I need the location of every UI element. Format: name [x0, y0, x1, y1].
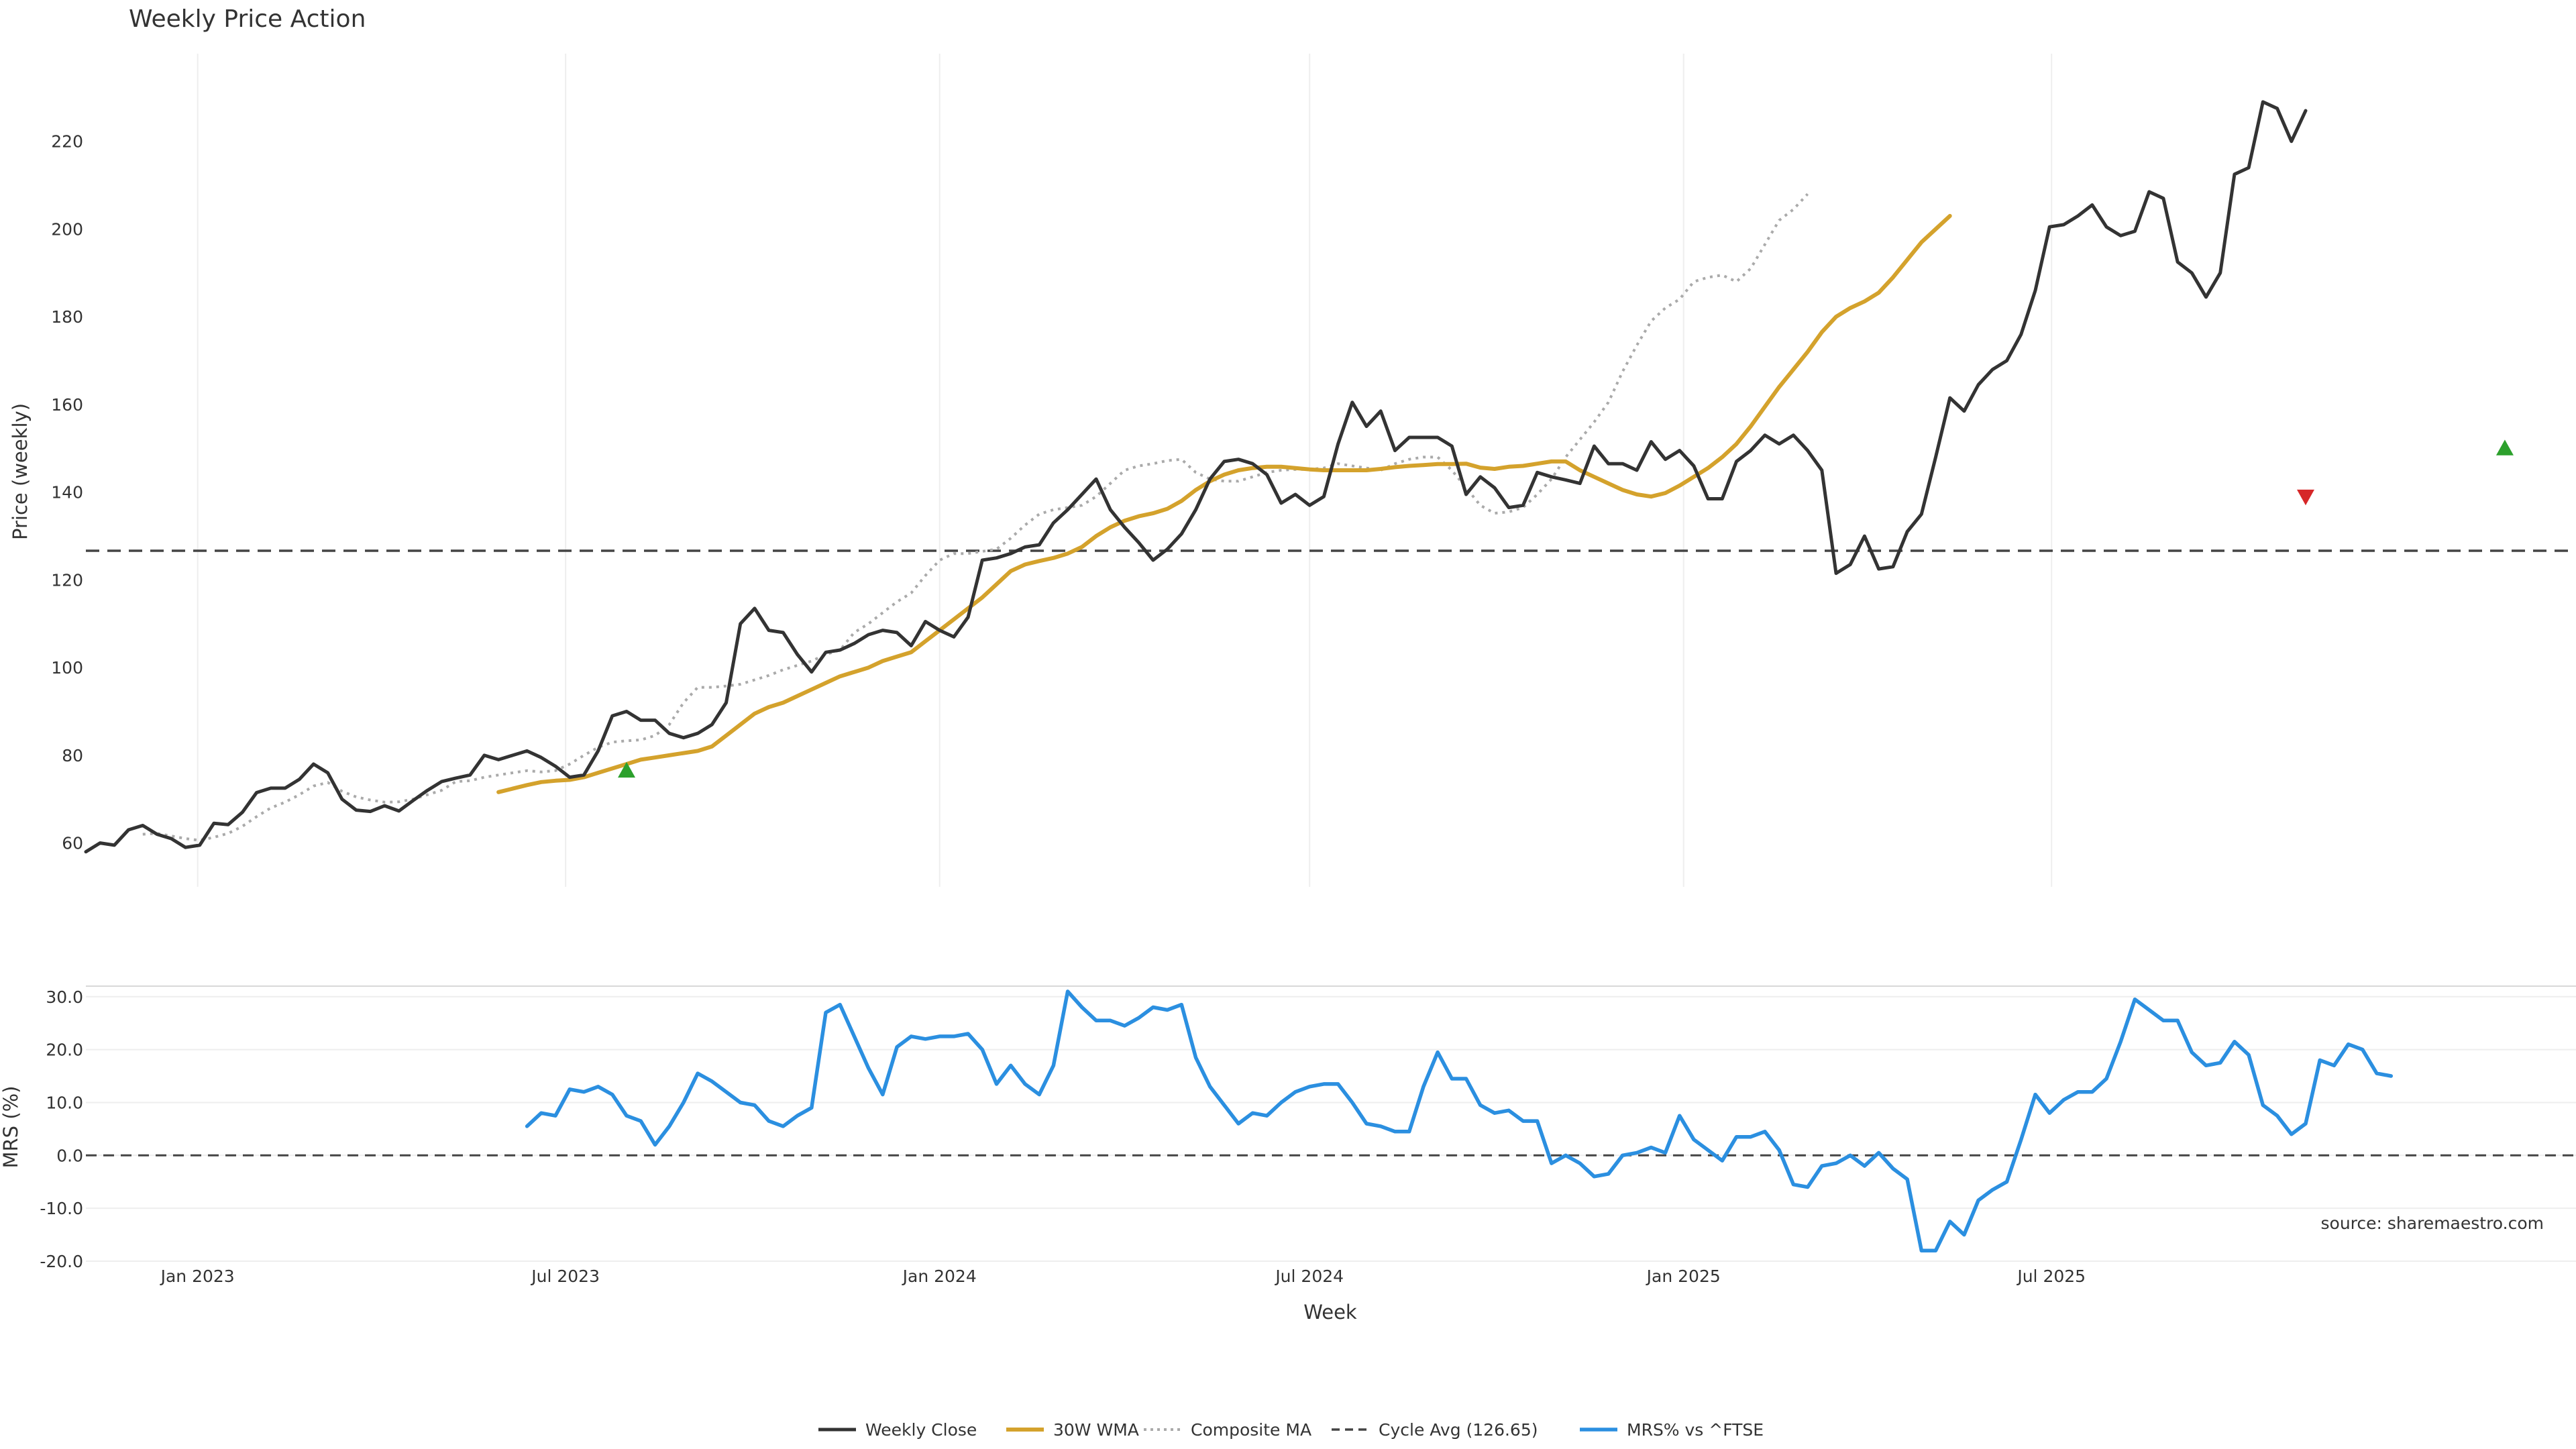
mrs-axis-label: MRS (%)	[0, 1086, 22, 1169]
price-y-tick-label: 180	[51, 307, 83, 327]
x-tick-label: Jan 2023	[160, 1267, 235, 1286]
x-tick-label: Jul 2025	[2016, 1267, 2086, 1286]
price-y-tick-label: 160	[51, 395, 83, 415]
price-y-tick-label: 60	[62, 834, 83, 853]
price-y-tick-label: 220	[51, 132, 83, 152]
legend-label: Composite MA	[1191, 1420, 1311, 1440]
mrs-y-tick-label: 10.0	[46, 1093, 83, 1112]
legend-label: MRS% vs ^FTSE	[1627, 1420, 1764, 1440]
buy-signal-marker	[2496, 439, 2514, 455]
series-weekly-close	[84, 100, 2308, 854]
mrs-y-tick-label: 20.0	[46, 1040, 83, 1060]
mrs-y-tick-label: 30.0	[46, 987, 83, 1007]
x-ticks: Jan 2023 Jul 2023 Jan 2024 Jul 2024 Jan 2025…	[160, 1267, 2086, 1286]
source-note: source: sharemaestro.com	[2321, 1214, 2544, 1233]
legend-label: 30W WMA	[1053, 1420, 1139, 1440]
mrs-grid	[86, 996, 2576, 1262]
legend-label: Cycle Avg (126.65)	[1379, 1420, 1538, 1440]
legend-label: Weekly Close	[865, 1420, 977, 1440]
mrs-y-tick-label: -10.0	[40, 1199, 83, 1218]
price-series	[84, 100, 2576, 854]
mrs-y-tick-label: -20.0	[40, 1252, 83, 1271]
buy-signal-marker	[618, 761, 636, 778]
price-y-ticks: 60 80 100 120 140 160 180 200 220	[51, 132, 83, 853]
sell-signal-marker	[2296, 489, 2314, 506]
price-y-tick-label: 200	[51, 219, 83, 239]
chart-title: Weekly Price Action	[129, 5, 366, 33]
signal-markers	[618, 439, 2514, 778]
x-axis-label: Week	[1303, 1301, 1357, 1324]
x-tick-label: Jan 2025	[1646, 1267, 1721, 1286]
x-tick-label: Jan 2024	[902, 1267, 977, 1286]
x-tick-label: Jul 2024	[1274, 1267, 1344, 1286]
x-tick-label: Jul 2023	[530, 1267, 600, 1286]
series-mrs-vs-ftse	[525, 989, 2394, 1252]
price-axis-label: Price (weekly)	[9, 403, 32, 540]
price-y-tick-label: 80	[62, 746, 83, 765]
price-y-tick-label: 120	[51, 570, 83, 590]
price-y-tick-label: 100	[51, 658, 83, 678]
series-30w-wma	[496, 213, 1952, 794]
chart-legend: Weekly Close 30W WMA Composite MA Cycle Avg…	[818, 1420, 1764, 1440]
mrs-series	[86, 989, 2576, 1252]
mrs-y-ticks: 30.0 20.0 10.0 0.0 -10.0 -20.0	[40, 987, 83, 1271]
price-y-tick-label: 140	[51, 483, 83, 502]
mrs-y-tick-label: 0.0	[56, 1146, 83, 1165]
